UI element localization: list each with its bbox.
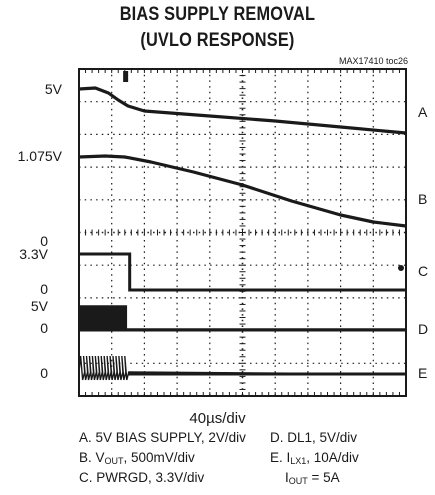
timebase-label: 40µs/div: [189, 410, 246, 427]
left-label-3v3: 3.3V: [19, 246, 48, 262]
toc-id: MAX17410 toc26: [338, 56, 408, 66]
left-label-5v-a: 5V: [45, 81, 63, 97]
trace-a: [78, 86, 407, 135]
trace-label-d: D: [418, 321, 428, 337]
trace-label-b: B: [418, 191, 427, 207]
left-label-0-e: 0: [40, 365, 48, 381]
left-label-1075v: 1.075V: [18, 148, 63, 164]
caption-d: D. DL1, 5V/div: [270, 430, 358, 445]
chart-subtitle: (UVLO RESPONSE): [140, 30, 295, 51]
trace-b: [78, 154, 407, 228]
trigger-marker: [123, 71, 129, 82]
caption-c: C. PWRGD, 3.3V/div: [79, 470, 205, 485]
trace-label-a: A: [418, 104, 428, 120]
trace-c: [79, 252, 406, 292]
trace-e: [78, 355, 407, 381]
trace-label-c: C: [418, 263, 428, 279]
trace-c-marker: [398, 265, 404, 271]
caption-b: B. VOUT, 500mV/div: [79, 450, 195, 466]
left-label-0-c: 0: [40, 281, 48, 297]
trace-label-e: E: [418, 365, 427, 381]
left-label-0-d: 0: [40, 320, 48, 336]
caption-iout: IOUT = 5A: [285, 470, 340, 486]
caption-a: A. 5V BIAS SUPPLY, 2V/div: [79, 430, 246, 445]
left-label-5v-d: 5V: [31, 298, 49, 314]
left-label-0-b: 0: [40, 233, 48, 249]
caption-e: E. ILX1, 10A/div: [270, 450, 359, 466]
chart-title: BIAS SUPPLY REMOVAL: [119, 4, 316, 25]
